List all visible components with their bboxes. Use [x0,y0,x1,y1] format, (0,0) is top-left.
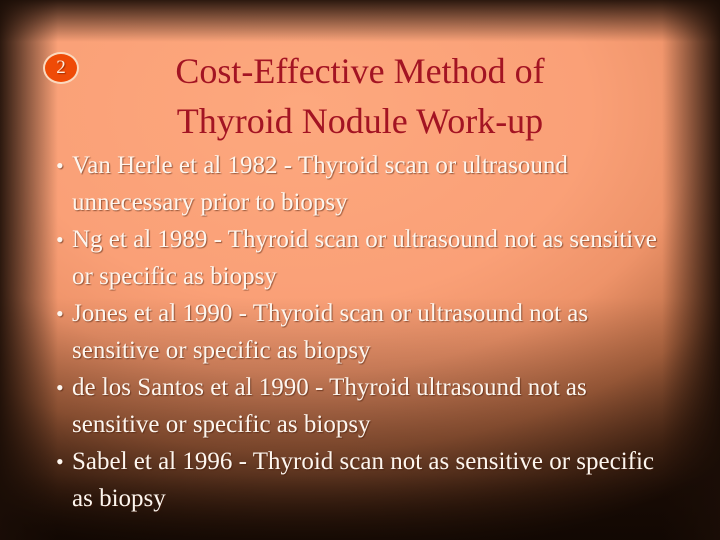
bullet-line: Jones et al 1990 - Thyroid scan or ultra… [72,300,589,327]
bullet-line: Van Herle et al 1982 - Thyroid scan or u… [72,152,568,179]
bullet-line: sensitive or specific as biopsy [72,411,371,438]
title-line-2: Thyroid Nodule Work-up [176,101,544,141]
list-item: • Jones et al 1990 - Thyroid scan or ult… [56,295,657,369]
bullet-text: Jones et al 1990 - Thyroid scan or ultra… [72,295,588,369]
slide-title: Cost-Effective Method of Thyroid Nodule … [0,46,720,146]
bullet-line: unnecessary prior to biopsy [72,189,348,216]
list-item: • Sabel et al 1996 - Thyroid scan not as… [56,443,657,517]
bullet-icon: • [56,375,64,400]
bullet-line: Ng et al 1989 - Thyroid scan or ultrasou… [72,226,657,253]
bullet-icon: • [56,301,64,326]
title-line-1: Cost-Effective Method of [175,51,545,91]
bullet-line: Sabel et al 1996 - Thyroid scan not as s… [72,448,655,475]
bullet-line: sensitive or specific as biopsy [72,337,371,364]
bullet-line: or specific as biopsy [72,263,277,290]
bullet-list: • Van Herle et al 1982 - Thyroid scan or… [56,147,657,517]
bullet-icon: • [56,227,64,252]
bullet-line: as biopsy [72,485,166,512]
bullet-line: de los Santos et al 1990 - Thyroid ultra… [72,374,587,401]
list-item: • de los Santos et al 1990 - Thyroid ult… [56,369,657,443]
list-item: • Van Herle et al 1982 - Thyroid scan or… [56,147,657,221]
slide-number-badge: 2 [43,52,79,84]
list-item: • Ng et al 1989 - Thyroid scan or ultras… [56,221,657,295]
bullet-icon: • [56,153,64,178]
bullet-text: de los Santos et al 1990 - Thyroid ultra… [72,369,587,443]
bullet-text: Ng et al 1989 - Thyroid scan or ultrasou… [72,221,657,295]
slide-number: 2 [56,57,66,78]
bullet-text: Van Herle et al 1982 - Thyroid scan or u… [72,147,568,221]
bullet-text: Sabel et al 1996 - Thyroid scan not as s… [72,443,654,517]
bullet-icon: • [56,449,64,474]
